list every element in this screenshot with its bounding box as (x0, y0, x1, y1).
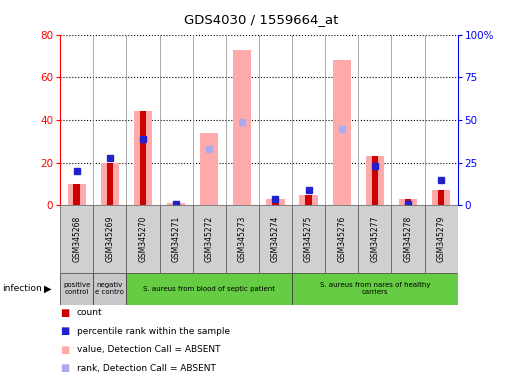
Text: positive
control: positive control (63, 283, 90, 295)
Bar (366, 156, 384, 205)
Bar (101, 163, 119, 205)
Bar (266, 199, 285, 205)
Bar (391, 205, 425, 273)
Bar (333, 60, 351, 205)
Bar (300, 195, 317, 205)
Bar (140, 111, 146, 205)
Text: GSM345276: GSM345276 (337, 216, 346, 262)
Bar (292, 205, 325, 273)
Text: ■: ■ (60, 308, 70, 318)
Text: count: count (77, 308, 103, 318)
Text: rank, Detection Call = ABSENT: rank, Detection Call = ABSENT (77, 364, 216, 373)
Text: ■: ■ (60, 345, 70, 355)
Bar (438, 190, 445, 205)
Text: GSM345278: GSM345278 (403, 216, 413, 262)
Text: GSM345275: GSM345275 (304, 216, 313, 262)
Bar (272, 199, 279, 205)
Text: GSM345273: GSM345273 (238, 216, 247, 262)
Bar (134, 111, 152, 205)
Text: GSM345274: GSM345274 (271, 216, 280, 262)
Text: value, Detection Call = ABSENT: value, Detection Call = ABSENT (77, 345, 220, 354)
Text: GDS4030 / 1559664_at: GDS4030 / 1559664_at (184, 13, 339, 26)
Bar (67, 184, 86, 205)
Bar (325, 205, 358, 273)
Text: S. aureus from blood of septic patient: S. aureus from blood of septic patient (143, 286, 275, 292)
Text: GSM345272: GSM345272 (204, 216, 214, 262)
Bar (432, 190, 450, 205)
Text: ■: ■ (60, 326, 70, 336)
Bar (93, 273, 127, 305)
Bar (127, 205, 160, 273)
Text: GSM345271: GSM345271 (172, 216, 180, 262)
Text: GSM345279: GSM345279 (437, 216, 446, 262)
Bar (127, 273, 292, 305)
Bar (200, 133, 218, 205)
Bar (93, 205, 127, 273)
Text: negativ
e contro: negativ e contro (95, 283, 124, 295)
Bar (173, 203, 179, 205)
Bar (358, 205, 391, 273)
Bar (371, 156, 378, 205)
Bar (399, 199, 417, 205)
Text: GSM345277: GSM345277 (370, 216, 379, 262)
Bar (233, 50, 252, 205)
Bar (160, 205, 192, 273)
Bar (167, 203, 185, 205)
Bar (405, 199, 411, 205)
Text: GSM345269: GSM345269 (105, 216, 115, 262)
Text: GSM345270: GSM345270 (139, 216, 147, 262)
Bar (60, 205, 93, 273)
Text: S. aureus from nares of healthy
carriers: S. aureus from nares of healthy carriers (320, 283, 430, 295)
Bar (259, 205, 292, 273)
Bar (192, 205, 226, 273)
Bar (425, 205, 458, 273)
Text: percentile rank within the sample: percentile rank within the sample (77, 327, 230, 336)
Text: GSM345268: GSM345268 (72, 216, 81, 262)
Bar (305, 195, 312, 205)
Bar (292, 273, 458, 305)
Text: ▶: ▶ (44, 284, 52, 294)
Bar (226, 205, 259, 273)
Text: infection: infection (3, 285, 42, 293)
Text: ■: ■ (60, 363, 70, 373)
Bar (107, 163, 113, 205)
Bar (73, 184, 80, 205)
Bar (60, 273, 93, 305)
